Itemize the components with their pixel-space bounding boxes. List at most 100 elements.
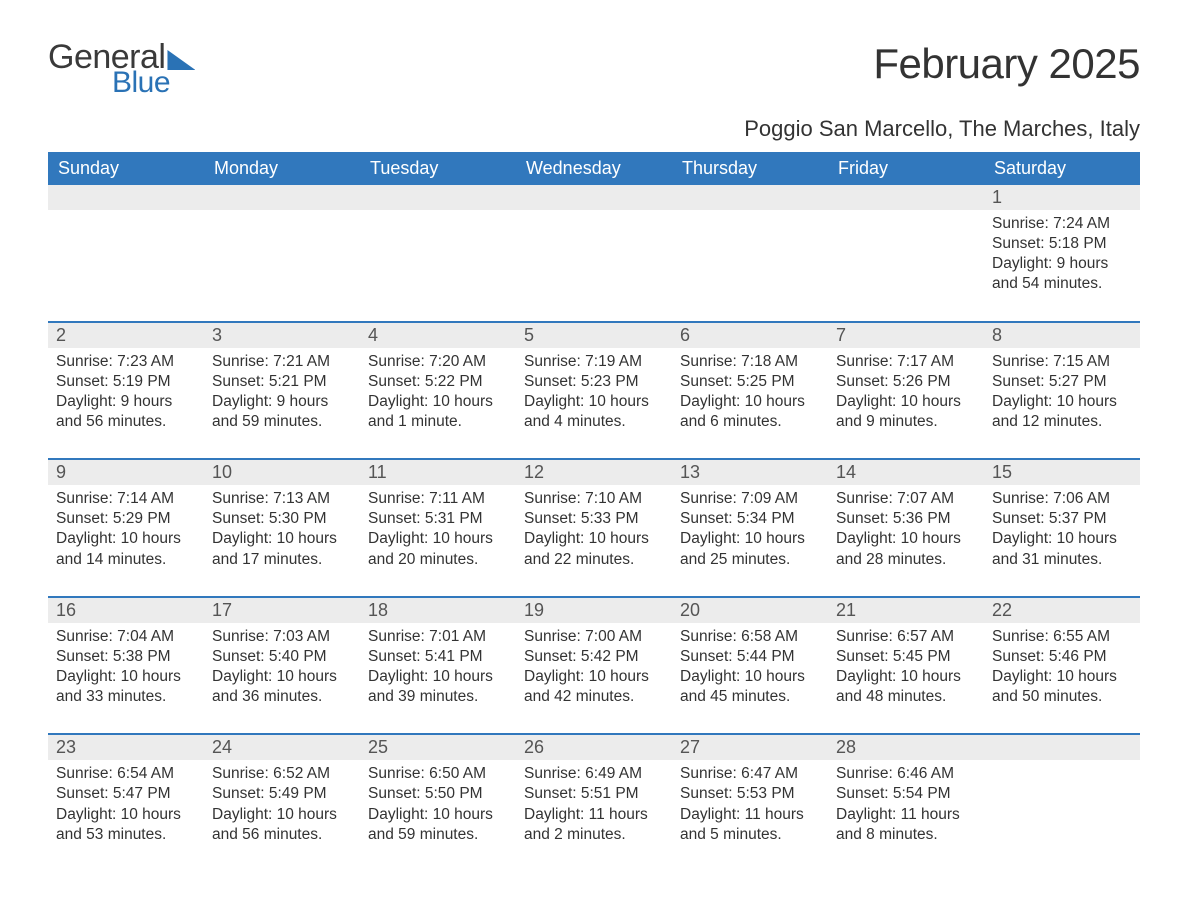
day-details: Sunrise: 7:06 AMSunset: 5:37 PMDaylight:… bbox=[984, 485, 1140, 570]
daylight-text: Daylight: 10 hours and 48 minutes. bbox=[836, 667, 976, 707]
calendar-day-cell: 27Sunrise: 6:47 AMSunset: 5:53 PMDayligh… bbox=[672, 734, 828, 871]
sunrise-text: Sunrise: 6:49 AM bbox=[524, 764, 664, 784]
daylight-text: Daylight: 10 hours and 59 minutes. bbox=[368, 805, 508, 845]
sunset-text: Sunset: 5:37 PM bbox=[992, 509, 1132, 529]
day-details: Sunrise: 7:03 AMSunset: 5:40 PMDaylight:… bbox=[204, 623, 360, 708]
calendar-day-cell: 5Sunrise: 7:19 AMSunset: 5:23 PMDaylight… bbox=[516, 322, 672, 460]
day-details: Sunrise: 7:13 AMSunset: 5:30 PMDaylight:… bbox=[204, 485, 360, 570]
day-number bbox=[516, 185, 672, 210]
day-number: 20 bbox=[672, 598, 828, 623]
daylight-text: Daylight: 10 hours and 39 minutes. bbox=[368, 667, 508, 707]
weekday-header: Sunday bbox=[48, 152, 204, 185]
day-details: Sunrise: 7:14 AMSunset: 5:29 PMDaylight:… bbox=[48, 485, 204, 570]
calendar-day-cell: 24Sunrise: 6:52 AMSunset: 5:49 PMDayligh… bbox=[204, 734, 360, 871]
calendar-day-cell: 20Sunrise: 6:58 AMSunset: 5:44 PMDayligh… bbox=[672, 597, 828, 735]
sunset-text: Sunset: 5:42 PM bbox=[524, 647, 664, 667]
daylight-text: Daylight: 10 hours and 6 minutes. bbox=[680, 392, 820, 432]
sunrise-text: Sunrise: 6:54 AM bbox=[56, 764, 196, 784]
day-number: 24 bbox=[204, 735, 360, 760]
daylight-text: Daylight: 9 hours and 56 minutes. bbox=[56, 392, 196, 432]
weekday-header: Tuesday bbox=[360, 152, 516, 185]
sunrise-text: Sunrise: 6:58 AM bbox=[680, 627, 820, 647]
sunrise-text: Sunrise: 7:04 AM bbox=[56, 627, 196, 647]
day-details: Sunrise: 7:04 AMSunset: 5:38 PMDaylight:… bbox=[48, 623, 204, 708]
sunrise-text: Sunrise: 7:00 AM bbox=[524, 627, 664, 647]
day-number: 6 bbox=[672, 323, 828, 348]
day-number: 22 bbox=[984, 598, 1140, 623]
sunset-text: Sunset: 5:31 PM bbox=[368, 509, 508, 529]
calendar-day-cell: 2 Sunrise: 7:23 AMSunset: 5:19 PMDaylight… bbox=[48, 322, 204, 460]
day-details: Sunrise: 7:19 AMSunset: 5:23 PMDaylight:… bbox=[516, 348, 672, 433]
calendar-day-cell: 26 Sunrise: 6:49 AMSunset: 5:51 PMDayligh… bbox=[516, 734, 672, 871]
calendar-day-cell: 14Sunrise: 7:07 AMSunset: 5:36 PMDayligh… bbox=[828, 459, 984, 597]
daylight-text: Daylight: 11 hours and 8 minutes. bbox=[836, 805, 976, 845]
calendar-day-cell bbox=[672, 185, 828, 322]
calendar-day-cell: 18Sunrise: 7:01 AMSunset: 5:41 PMDayligh… bbox=[360, 597, 516, 735]
sunrise-text: Sunrise: 7:23 AM bbox=[56, 352, 196, 372]
day-number: 17 bbox=[204, 598, 360, 623]
calendar-day-cell: 28Sunrise: 6:46 AMSunset: 5:54 PMDayligh… bbox=[828, 734, 984, 871]
daylight-text: Daylight: 10 hours and 28 minutes. bbox=[836, 529, 976, 569]
day-number: 27 bbox=[672, 735, 828, 760]
location-label: Poggio San Marcello, The Marches, Italy bbox=[48, 116, 1140, 142]
day-details: Sunrise: 7:00 AMSunset: 5:42 PMDaylight:… bbox=[516, 623, 672, 708]
calendar-day-cell: 19Sunrise: 7:00 AMSunset: 5:42 PMDayligh… bbox=[516, 597, 672, 735]
sunset-text: Sunset: 5:27 PM bbox=[992, 372, 1132, 392]
day-number bbox=[360, 185, 516, 210]
day-details: Sunrise: 6:46 AMSunset: 5:54 PMDaylight:… bbox=[828, 760, 984, 845]
calendar-day-cell: 16Sunrise: 7:04 AMSunset: 5:38 PMDayligh… bbox=[48, 597, 204, 735]
day-number: 19 bbox=[516, 598, 672, 623]
sunset-text: Sunset: 5:23 PM bbox=[524, 372, 664, 392]
sunset-text: Sunset: 5:19 PM bbox=[56, 372, 196, 392]
day-number: 21 bbox=[828, 598, 984, 623]
sunset-text: Sunset: 5:25 PM bbox=[680, 372, 820, 392]
weekday-header: Wednesday bbox=[516, 152, 672, 185]
day-number bbox=[828, 185, 984, 210]
day-number: 13 bbox=[672, 460, 828, 485]
month-title: February 2025 bbox=[873, 40, 1140, 88]
daylight-text: Daylight: 10 hours and 20 minutes. bbox=[368, 529, 508, 569]
calendar-day-cell: 8Sunrise: 7:15 AMSunset: 5:27 PMDaylight… bbox=[984, 322, 1140, 460]
calendar-day-cell: 21Sunrise: 6:57 AMSunset: 5:45 PMDayligh… bbox=[828, 597, 984, 735]
sunrise-text: Sunrise: 7:01 AM bbox=[368, 627, 508, 647]
calendar-day-cell bbox=[48, 185, 204, 322]
day-details: Sunrise: 6:58 AMSunset: 5:44 PMDaylight:… bbox=[672, 623, 828, 708]
day-number: 2 bbox=[48, 323, 204, 348]
calendar-day-cell: 11Sunrise: 7:11 AMSunset: 5:31 PMDayligh… bbox=[360, 459, 516, 597]
day-details: Sunrise: 6:52 AMSunset: 5:49 PMDaylight:… bbox=[204, 760, 360, 845]
day-number: 12 bbox=[516, 460, 672, 485]
daylight-text: Daylight: 9 hours and 59 minutes. bbox=[212, 392, 352, 432]
day-number: 28 bbox=[828, 735, 984, 760]
calendar-week-row: 9Sunrise: 7:14 AMSunset: 5:29 PMDaylight… bbox=[48, 459, 1140, 597]
day-number: 26 bbox=[516, 735, 672, 760]
daylight-text: Daylight: 10 hours and 31 minutes. bbox=[992, 529, 1132, 569]
day-number: 18 bbox=[360, 598, 516, 623]
daylight-text: Daylight: 11 hours and 2 minutes. bbox=[524, 805, 664, 845]
calendar-day-cell: 15Sunrise: 7:06 AMSunset: 5:37 PMDayligh… bbox=[984, 459, 1140, 597]
sunrise-text: Sunrise: 7:20 AM bbox=[368, 352, 508, 372]
sunset-text: Sunset: 5:18 PM bbox=[992, 234, 1132, 254]
logo-word-2: Blue bbox=[112, 68, 195, 98]
daylight-text: Daylight: 10 hours and 36 minutes. bbox=[212, 667, 352, 707]
sunrise-text: Sunrise: 7:06 AM bbox=[992, 489, 1132, 509]
day-number: 8 bbox=[984, 323, 1140, 348]
sunset-text: Sunset: 5:26 PM bbox=[836, 372, 976, 392]
sunrise-text: Sunrise: 7:07 AM bbox=[836, 489, 976, 509]
day-number: 9 bbox=[48, 460, 204, 485]
sunrise-text: Sunrise: 6:46 AM bbox=[836, 764, 976, 784]
day-number: 3 bbox=[204, 323, 360, 348]
calendar-day-cell: 7Sunrise: 7:17 AMSunset: 5:26 PMDaylight… bbox=[828, 322, 984, 460]
sunset-text: Sunset: 5:44 PM bbox=[680, 647, 820, 667]
sunset-text: Sunset: 5:49 PM bbox=[212, 784, 352, 804]
sunrise-text: Sunrise: 7:24 AM bbox=[992, 214, 1132, 234]
daylight-text: Daylight: 11 hours and 5 minutes. bbox=[680, 805, 820, 845]
weekday-header-row: Sunday Monday Tuesday Wednesday Thursday… bbox=[48, 152, 1140, 185]
daylight-text: Daylight: 10 hours and 22 minutes. bbox=[524, 529, 664, 569]
day-details: Sunrise: 7:24 AMSunset: 5:18 PMDaylight:… bbox=[984, 210, 1140, 295]
day-details: Sunrise: 6:55 AMSunset: 5:46 PMDaylight:… bbox=[984, 623, 1140, 708]
day-number bbox=[672, 185, 828, 210]
sunset-text: Sunset: 5:36 PM bbox=[836, 509, 976, 529]
daylight-text: Daylight: 10 hours and 9 minutes. bbox=[836, 392, 976, 432]
sunset-text: Sunset: 5:51 PM bbox=[524, 784, 664, 804]
weekday-header: Monday bbox=[204, 152, 360, 185]
